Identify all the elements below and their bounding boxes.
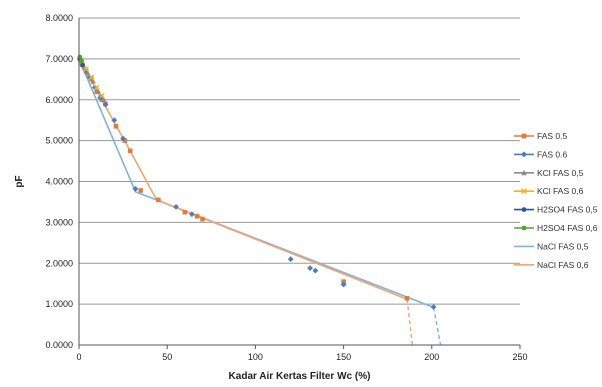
data-point [83, 66, 89, 72]
y-tick-label: 2.0000 [45, 258, 73, 268]
data-point [93, 84, 100, 91]
data-point [111, 117, 118, 124]
legend-entry: FAS 0.6 [537, 149, 568, 159]
data-point [102, 101, 109, 108]
data-point [80, 62, 85, 68]
legend-marker [521, 133, 527, 139]
legend-entry: NaCl FAS 0,5 [537, 241, 589, 251]
data-point [127, 148, 133, 154]
data-point [182, 209, 188, 215]
data-point [307, 265, 313, 272]
legend-entry: H2SO4 FAS 0,5 [537, 205, 598, 215]
data-point [312, 267, 319, 274]
grid-lines [79, 17, 520, 305]
x-axis-ticks: 0 50 100 150 200 250 [76, 345, 528, 362]
x-axis-title: Kadar Air Kertas Filter Wc (%) [229, 371, 371, 382]
data-point [79, 58, 84, 64]
y-axis-title: pF [14, 175, 25, 187]
legend-marker [521, 151, 527, 158]
data-point [89, 77, 94, 82]
data-point [430, 304, 437, 310]
data-point [85, 70, 91, 76]
data-point [77, 54, 83, 60]
data-point [404, 296, 410, 301]
y-tick-label: 8.0000 [45, 13, 73, 23]
legend-entry: KCl FAS 0,5 [537, 168, 584, 178]
series-extrapolation-line [432, 307, 442, 346]
legend: FAS 0.5 FAS 0.6 KCl FAS 0,5 KCl FAS 0,6 H2SO… [514, 131, 598, 270]
data-point [86, 74, 93, 81]
x-tick-label: 200 [424, 352, 439, 362]
data-point [99, 97, 105, 103]
x-tick-label: 50 [162, 352, 172, 362]
legend-marker [521, 207, 527, 213]
legend-marker [521, 188, 527, 195]
y-axis-ticks: 0.0000 1.0000 2.0000 3.0000 4.0000 5.0000 6.00… [45, 13, 73, 350]
legend-entry: FAS 0.5 [537, 131, 568, 141]
x-tick-label: 100 [248, 352, 263, 362]
data-point [122, 138, 128, 143]
data-point [95, 88, 102, 94]
data-point [100, 96, 107, 103]
legend-entry: KCl FAS 0,6 [537, 186, 584, 196]
data-point [173, 203, 179, 210]
data-point [200, 216, 205, 222]
y-tick-label: 7.0000 [45, 54, 73, 64]
data-point [99, 92, 105, 99]
data-point [120, 135, 126, 142]
y-tick-label: 3.0000 [45, 217, 73, 227]
x-tick-label: 0 [76, 352, 81, 362]
data-point [287, 256, 294, 263]
series-line [78, 58, 434, 309]
x-tick-label: 250 [512, 352, 527, 362]
y-tick-label: 1.0000 [45, 299, 73, 309]
data-point [88, 74, 95, 81]
y-tick-label: 0.0000 [45, 340, 73, 350]
legend-marker [521, 225, 527, 231]
y-tick-label: 4.0000 [45, 177, 73, 187]
series-lines [78, 58, 442, 346]
data-point [194, 213, 200, 219]
data-point [138, 188, 144, 193]
data-point [113, 124, 119, 129]
data-point [94, 89, 99, 94]
data-point [340, 281, 347, 288]
x-tick-label: 150 [336, 352, 351, 362]
data-point [188, 211, 195, 218]
legend-entry: H2SO4 FAS 0,6 [537, 223, 598, 233]
y-tick-label: 5.0000 [45, 136, 73, 146]
legend-entry: NaCl FAS 0,6 [537, 260, 589, 270]
data-point [156, 197, 161, 203]
data-point [132, 185, 139, 192]
data-point [91, 84, 98, 91]
y-tick-label: 6.0000 [45, 95, 73, 105]
series-extrapolation-line [406, 299, 414, 346]
legend-marker [521, 169, 527, 176]
data-point [90, 78, 96, 84]
